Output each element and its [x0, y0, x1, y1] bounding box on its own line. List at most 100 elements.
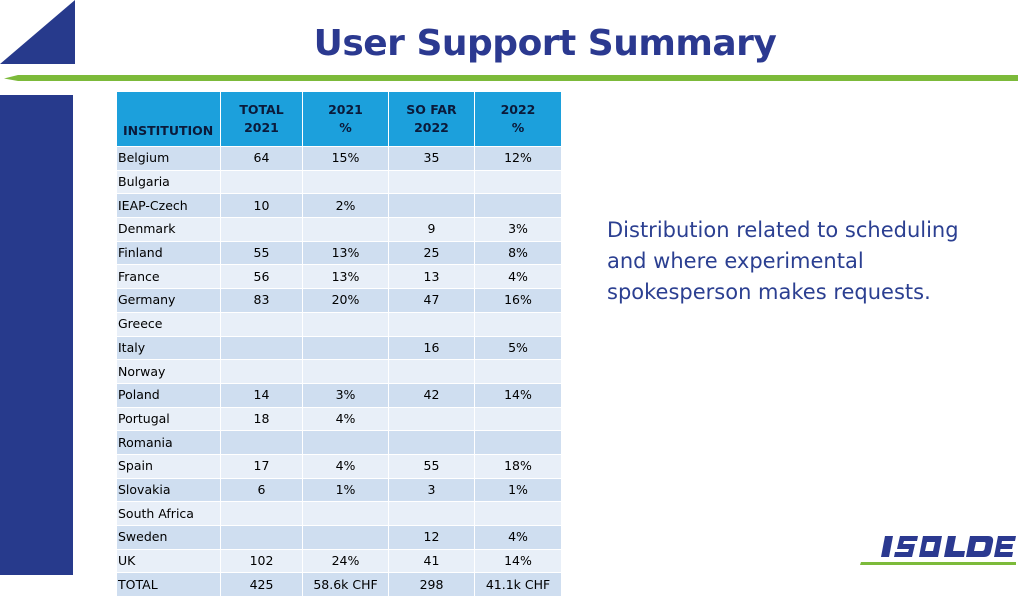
cell-percent-2022: [474, 169, 562, 195]
cell-percent-2021: 24%: [302, 548, 389, 574]
cell-percent-2022: 18%: [474, 453, 562, 479]
cell-percent-2021: [302, 311, 389, 337]
cell-so-far-2022: [388, 501, 475, 526]
header-percent-2021: 2021 %: [302, 91, 389, 147]
cell-institution: Poland: [116, 382, 221, 408]
cell-so-far-2022: 298: [388, 572, 475, 597]
cell-total-2021: 17: [220, 453, 303, 479]
cell-so-far-2022: 16: [388, 335, 475, 361]
cell-total-2021: 55: [220, 240, 303, 266]
table-row: Greece: [116, 311, 562, 337]
cell-so-far-2022: [388, 430, 475, 455]
cell-percent-2021: 1%: [302, 477, 389, 503]
slide-title: User Support Summary: [313, 23, 777, 64]
cell-percent-2021: 4%: [302, 406, 389, 432]
cell-percent-2021: 4%: [302, 453, 389, 479]
cell-institution: UK: [116, 548, 221, 574]
header-total-2021: TOTAL 2021: [220, 91, 303, 147]
cell-percent-2021: [302, 169, 389, 195]
title-underline-rule: [4, 75, 1018, 81]
cell-percent-2022: [474, 406, 562, 432]
cell-percent-2021: [302, 525, 389, 550]
table-row: Poland 14 3% 42 14%: [116, 382, 562, 408]
cell-total-2021: [220, 501, 303, 526]
cell-so-far-2022: [388, 359, 475, 384]
isolde-logo: [860, 536, 1016, 565]
cell-percent-2021: [302, 359, 389, 384]
cell-institution: Greece: [116, 311, 221, 337]
table-row: Germany 83 20% 47 16%: [116, 288, 562, 313]
cell-percent-2022: 3%: [474, 217, 562, 242]
cell-percent-2021: [302, 501, 389, 526]
cell-institution: Spain: [116, 453, 221, 479]
cell-percent-2021: 3%: [302, 382, 389, 408]
cell-total-2021: 83: [220, 288, 303, 313]
cell-institution: Portugal: [116, 406, 221, 432]
distribution-note: Distribution related to scheduling and w…: [607, 218, 959, 304]
cell-total-2021: 425: [220, 572, 303, 597]
table-row: South Africa: [116, 501, 562, 526]
cell-percent-2021: 2%: [302, 193, 389, 219]
cell-so-far-2022: [388, 406, 475, 432]
table-row: Finland 55 13% 25 8%: [116, 240, 562, 266]
cell-institution: South Africa: [116, 501, 221, 526]
cell-so-far-2022: [388, 193, 475, 219]
cell-so-far-2022: 35: [388, 146, 475, 171]
table-row: Norway: [116, 359, 562, 384]
cell-institution: France: [116, 264, 221, 290]
table-row: Italy 16 5%: [116, 335, 562, 361]
cell-so-far-2022: 25: [388, 240, 475, 266]
cell-institution: Bulgaria: [116, 169, 221, 195]
cell-total-2021: 102: [220, 548, 303, 574]
cell-percent-2022: 41.1k CHF: [474, 572, 562, 597]
cell-institution: Sweden: [116, 525, 221, 550]
table-body: Belgium 64 15% 35 12% Bulgaria IEAP-Czech 10 2% D…: [116, 146, 562, 597]
header-so-far-2022: SO FAR 2022: [388, 91, 475, 147]
table-row: France 56 13% 13 4%: [116, 264, 562, 290]
cell-total-2021: 56: [220, 264, 303, 290]
header-percent-2022: 2022 %: [474, 91, 562, 147]
cell-institution: IEAP-Czech: [116, 193, 221, 219]
cell-institution: Germany: [116, 288, 221, 313]
cell-so-far-2022: [388, 311, 475, 337]
cell-total-2021: 14: [220, 382, 303, 408]
cell-percent-2022: 1%: [474, 477, 562, 503]
cell-total-2021: 18: [220, 406, 303, 432]
user-support-table: INSTITUTION TOTAL 2021 2021 % SO FAR 202…: [116, 91, 562, 597]
cell-institution: Slovakia: [116, 477, 221, 503]
cell-percent-2021: 13%: [302, 240, 389, 266]
cell-percent-2022: 14%: [474, 548, 562, 574]
table-row: Bulgaria: [116, 169, 562, 195]
cell-percent-2021: 20%: [302, 288, 389, 313]
cell-so-far-2022: 12: [388, 525, 475, 550]
cell-percent-2022: 4%: [474, 264, 562, 290]
cell-total-2021: [220, 525, 303, 550]
table-header-row: INSTITUTION TOTAL 2021 2021 % SO FAR 202…: [116, 91, 562, 147]
cell-so-far-2022: 13: [388, 264, 475, 290]
cell-institution: TOTAL: [116, 572, 221, 597]
cell-percent-2022: 8%: [474, 240, 562, 266]
cell-so-far-2022: 55: [388, 453, 475, 479]
cell-percent-2022: 5%: [474, 335, 562, 361]
table-row: IEAP-Czech 10 2%: [116, 193, 562, 219]
cell-percent-2022: [474, 193, 562, 219]
table-row: Slovakia 6 1% 3 1%: [116, 477, 562, 503]
cell-institution: Romania: [116, 430, 221, 455]
cell-total-2021: 10: [220, 193, 303, 219]
cell-so-far-2022: 9: [388, 217, 475, 242]
cell-percent-2022: 16%: [474, 288, 562, 313]
cell-institution: Belgium: [116, 146, 221, 171]
table-row: Belgium 64 15% 35 12%: [116, 146, 562, 171]
corner-triangle-decoration: [0, 0, 75, 64]
cell-percent-2022: [474, 501, 562, 526]
cell-so-far-2022: [388, 169, 475, 195]
cell-percent-2022: 12%: [474, 146, 562, 171]
table-row: Denmark 9 3%: [116, 217, 562, 242]
cell-percent-2022: 4%: [474, 525, 562, 550]
table-row: UK 102 24% 41 14%: [116, 548, 562, 574]
table-row: Sweden 12 4%: [116, 525, 562, 550]
cell-percent-2021: [302, 335, 389, 361]
cell-total-2021: [220, 217, 303, 242]
table-row: TOTAL 425 58.6k CHF 298 41.1k CHF: [116, 572, 562, 597]
cell-percent-2021: 58.6k CHF: [302, 572, 389, 597]
